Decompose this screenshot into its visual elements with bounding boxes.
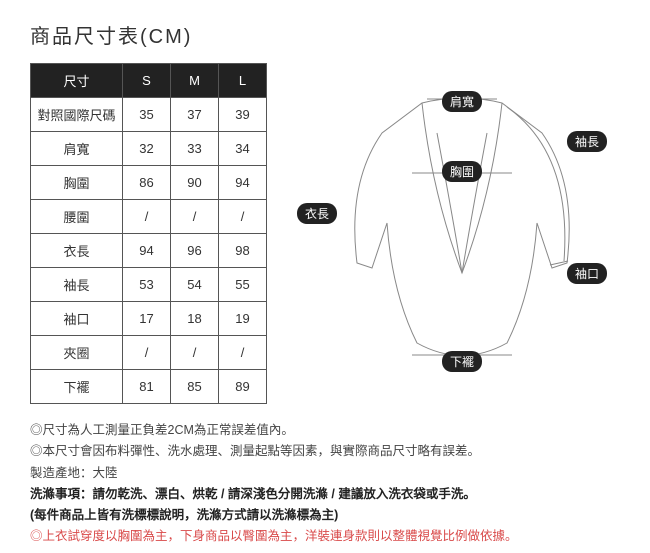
cell-value: 17 — [123, 302, 171, 336]
row-label: 對照國際尺碼 — [31, 98, 123, 132]
note-line: ◎尺寸為人工測量正負差2CM為正常誤差值內。 — [30, 420, 620, 441]
page-title: 商品尺寸表(CM) — [30, 20, 620, 49]
garment-outline — [342, 93, 582, 373]
cell-value: 89 — [219, 370, 267, 404]
note-line: ◎本尺寸會因布料彈性、洗水處理、測量起點等因素，與實際商品尺寸略有誤差。 — [30, 441, 620, 462]
table-row: 袖長535455 — [31, 268, 267, 302]
note-line-red: ◎上衣試穿度以胸圍為主，下身商品以臀圍為主，洋裝連身款則以整體視覺比例做依據。 — [30, 526, 620, 547]
table-row: 下襬818589 — [31, 370, 267, 404]
diagram-badge: 袖口 — [567, 263, 607, 284]
notes-block: ◎尺寸為人工測量正負差2CM為正常誤差值內。 ◎本尺寸會因布料彈性、洗水處理、測… — [30, 420, 620, 548]
content-row: 尺寸 S M L 對照國際尺碼353739肩寬323334胸圍869094腰圍/… — [30, 63, 620, 404]
cell-value: / — [171, 336, 219, 370]
size-table: 尺寸 S M L 對照國際尺碼353739肩寬323334胸圍869094腰圍/… — [30, 63, 267, 404]
header-size: M — [171, 64, 219, 98]
cell-value: 35 — [123, 98, 171, 132]
table-row: 夾圈/// — [31, 336, 267, 370]
cell-value: / — [123, 336, 171, 370]
cell-value: 32 — [123, 132, 171, 166]
row-label: 胸圍 — [31, 166, 123, 200]
row-label: 夾圈 — [31, 336, 123, 370]
diagram-badge: 衣長 — [297, 203, 337, 224]
cell-value: 90 — [171, 166, 219, 200]
note-line: 製造產地：大陸 — [30, 463, 620, 484]
cell-value: / — [219, 336, 267, 370]
header-label: 尺寸 — [31, 64, 123, 98]
table-header-row: 尺寸 S M L — [31, 64, 267, 98]
diagram-badge: 袖長 — [567, 131, 607, 152]
cell-value: 98 — [219, 234, 267, 268]
diagram-badge: 胸圍 — [442, 161, 482, 182]
cell-value: 53 — [123, 268, 171, 302]
cell-value: 18 — [171, 302, 219, 336]
row-label: 下襬 — [31, 370, 123, 404]
table-row: 肩寬323334 — [31, 132, 267, 166]
row-label: 肩寬 — [31, 132, 123, 166]
table-row: 腰圍/// — [31, 200, 267, 234]
header-size: L — [219, 64, 267, 98]
header-size: S — [123, 64, 171, 98]
row-label: 腰圍 — [31, 200, 123, 234]
cell-value: 94 — [219, 166, 267, 200]
table-row: 衣長949698 — [31, 234, 267, 268]
row-label: 袖口 — [31, 302, 123, 336]
cell-value: / — [171, 200, 219, 234]
cell-value: / — [123, 200, 171, 234]
cell-value: 96 — [171, 234, 219, 268]
cell-value: 34 — [219, 132, 267, 166]
cell-value: 37 — [171, 98, 219, 132]
note-line-bold: (每件商品上皆有洗標標說明，洗滌方式請以洗滌標為主) — [30, 505, 620, 526]
table-row: 胸圍869094 — [31, 166, 267, 200]
cell-value: 54 — [171, 268, 219, 302]
cell-value: / — [219, 200, 267, 234]
cell-value: 19 — [219, 302, 267, 336]
cell-value: 81 — [123, 370, 171, 404]
row-label: 衣長 — [31, 234, 123, 268]
row-label: 袖長 — [31, 268, 123, 302]
garment-diagram: 肩寬胸圍 袖長衣長袖口下襬 — [287, 73, 620, 393]
table-row: 對照國際尺碼353739 — [31, 98, 267, 132]
cell-value: 55 — [219, 268, 267, 302]
cell-value: 94 — [123, 234, 171, 268]
cell-value: 39 — [219, 98, 267, 132]
cell-value: 85 — [171, 370, 219, 404]
cell-value: 33 — [171, 132, 219, 166]
cell-value: 86 — [123, 166, 171, 200]
table-row: 袖口171819 — [31, 302, 267, 336]
diagram-badge: 肩寬 — [442, 91, 482, 112]
diagram-badge: 下襬 — [442, 351, 482, 372]
note-line-bold: 洗滌事項：請勿乾洗、漂白、烘乾 / 請深淺色分開洗滌 / 建議放入洗衣袋或手洗。 — [30, 484, 620, 505]
